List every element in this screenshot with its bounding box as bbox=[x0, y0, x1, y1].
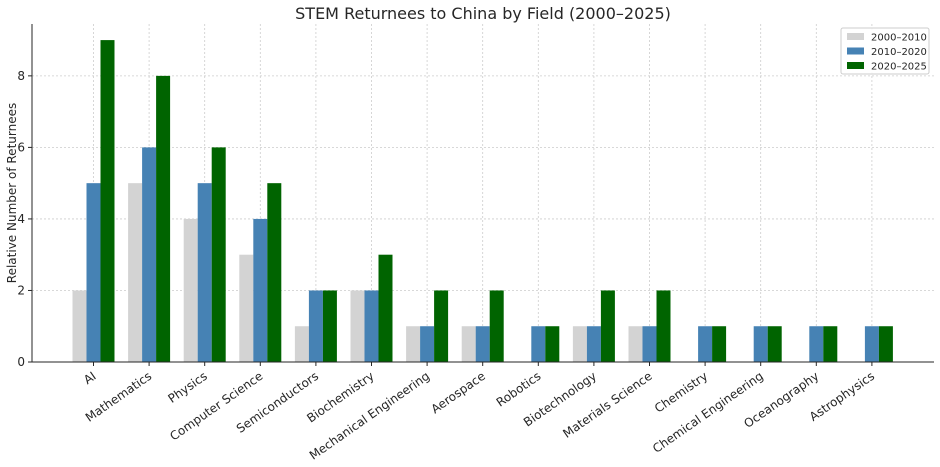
bar bbox=[294, 326, 309, 362]
x-tick-label: Physics bbox=[165, 369, 209, 406]
bar bbox=[545, 326, 560, 362]
bar bbox=[183, 218, 198, 362]
bar bbox=[128, 183, 143, 362]
legend-label: 2000–2010 bbox=[871, 33, 927, 44]
legend-label: 2010–2020 bbox=[871, 47, 927, 58]
bar bbox=[656, 290, 671, 362]
bar bbox=[809, 326, 824, 362]
bar bbox=[600, 290, 615, 362]
x-tick-label: AI bbox=[81, 369, 99, 387]
bar bbox=[100, 40, 115, 362]
bar bbox=[753, 326, 768, 362]
grid-layer bbox=[32, 24, 934, 362]
bar bbox=[642, 326, 657, 362]
bar bbox=[698, 326, 713, 362]
bar bbox=[350, 290, 365, 362]
chart-title: STEM Returnees to China by Field (2000–2… bbox=[295, 4, 671, 23]
bar bbox=[322, 290, 337, 362]
y-tick-label: 6 bbox=[17, 140, 25, 154]
legend-label: 2020–2025 bbox=[871, 62, 927, 73]
bar bbox=[86, 183, 101, 362]
bar bbox=[378, 254, 393, 362]
legend-swatch bbox=[847, 33, 864, 40]
bar bbox=[267, 183, 282, 362]
x-tick-label: Computer Science bbox=[167, 369, 265, 444]
x-tick-label: Aerospace bbox=[429, 369, 488, 416]
bar bbox=[156, 75, 171, 363]
bar bbox=[142, 147, 157, 362]
bar bbox=[211, 147, 226, 362]
x-tick-label: Robotics bbox=[494, 369, 544, 410]
bar bbox=[823, 326, 838, 362]
legend-swatch bbox=[847, 47, 864, 55]
bar bbox=[767, 326, 782, 362]
bar bbox=[461, 326, 476, 362]
legend-swatch bbox=[847, 62, 864, 69]
bar bbox=[586, 326, 601, 362]
bar bbox=[489, 290, 504, 362]
bar bbox=[434, 290, 449, 362]
bar bbox=[239, 254, 254, 362]
bar bbox=[406, 326, 421, 362]
bar bbox=[364, 290, 379, 362]
bar bbox=[628, 326, 643, 362]
y-tick-label: 8 bbox=[17, 69, 25, 83]
bar bbox=[531, 326, 546, 362]
bar bbox=[72, 290, 87, 362]
bar bbox=[308, 290, 323, 362]
bar bbox=[253, 218, 268, 362]
y-axis-label: Relative Number of Returnees bbox=[5, 103, 19, 283]
bar bbox=[864, 326, 879, 362]
y-tick-label: 0 bbox=[17, 355, 25, 369]
bars-layer bbox=[72, 40, 893, 363]
bar bbox=[712, 326, 727, 362]
bar bbox=[420, 326, 435, 362]
y-tick-label: 4 bbox=[17, 212, 25, 226]
bar bbox=[572, 326, 587, 362]
bar bbox=[197, 183, 212, 362]
y-tick-label: 2 bbox=[17, 283, 25, 297]
legend: 2000–2010 2010–2020 2020–2025 bbox=[840, 27, 930, 75]
bar bbox=[878, 326, 893, 362]
bar bbox=[475, 326, 490, 362]
